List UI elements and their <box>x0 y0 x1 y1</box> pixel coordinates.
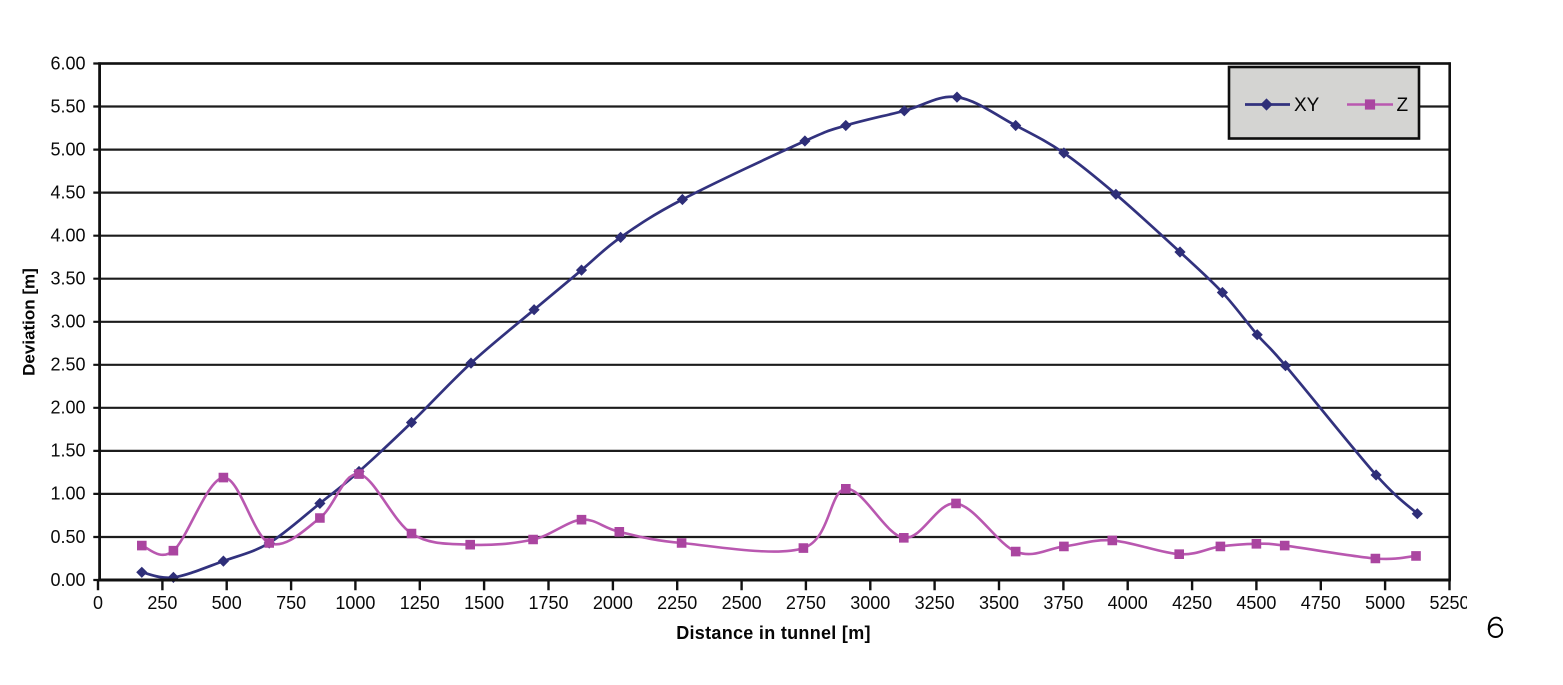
svg-text:1.50: 1.50 <box>50 441 85 461</box>
svg-text:Z: Z <box>1397 95 1409 116</box>
svg-text:5.00: 5.00 <box>50 139 85 159</box>
svg-text:5250: 5250 <box>1429 593 1469 613</box>
svg-text:3.50: 3.50 <box>50 269 85 289</box>
svg-text:3.00: 3.00 <box>50 312 85 332</box>
svg-text:250: 250 <box>147 593 177 613</box>
svg-text:3500: 3500 <box>979 593 1019 613</box>
svg-text:1500: 1500 <box>464 593 504 613</box>
svg-text:XY: XY <box>1294 95 1320 116</box>
svg-text:1250: 1250 <box>400 593 440 613</box>
svg-text:4250: 4250 <box>1172 593 1212 613</box>
svg-text:Deviation [m]: Deviation [m] <box>20 268 39 376</box>
svg-text:2750: 2750 <box>786 593 826 613</box>
svg-text:2000: 2000 <box>593 593 633 613</box>
svg-text:Distance in tunnel [m]: Distance in tunnel [m] <box>676 623 871 643</box>
svg-text:2500: 2500 <box>722 593 762 613</box>
svg-text:3750: 3750 <box>1043 593 1083 613</box>
svg-text:6.00: 6.00 <box>50 53 85 73</box>
svg-text:0.00: 0.00 <box>50 570 85 590</box>
svg-text:2.00: 2.00 <box>50 398 85 418</box>
svg-text:4.00: 4.00 <box>50 226 85 246</box>
svg-text:4000: 4000 <box>1108 593 1148 613</box>
svg-text:5.50: 5.50 <box>50 96 85 116</box>
svg-text:4500: 4500 <box>1236 593 1276 613</box>
svg-text:1000: 1000 <box>335 593 375 613</box>
svg-text:750: 750 <box>276 593 306 613</box>
svg-text:1.00: 1.00 <box>50 484 85 504</box>
svg-text:0: 0 <box>93 593 103 613</box>
svg-text:0.50: 0.50 <box>50 527 85 547</box>
svg-text:5000: 5000 <box>1365 593 1405 613</box>
svg-text:1750: 1750 <box>528 593 568 613</box>
svg-text:4.50: 4.50 <box>50 182 85 202</box>
svg-text:2.50: 2.50 <box>50 355 85 375</box>
svg-text:4750: 4750 <box>1301 593 1341 613</box>
svg-text:2250: 2250 <box>657 593 697 613</box>
svg-text:3250: 3250 <box>915 593 955 613</box>
svg-text:3000: 3000 <box>850 593 890 613</box>
svg-text:500: 500 <box>212 593 242 613</box>
